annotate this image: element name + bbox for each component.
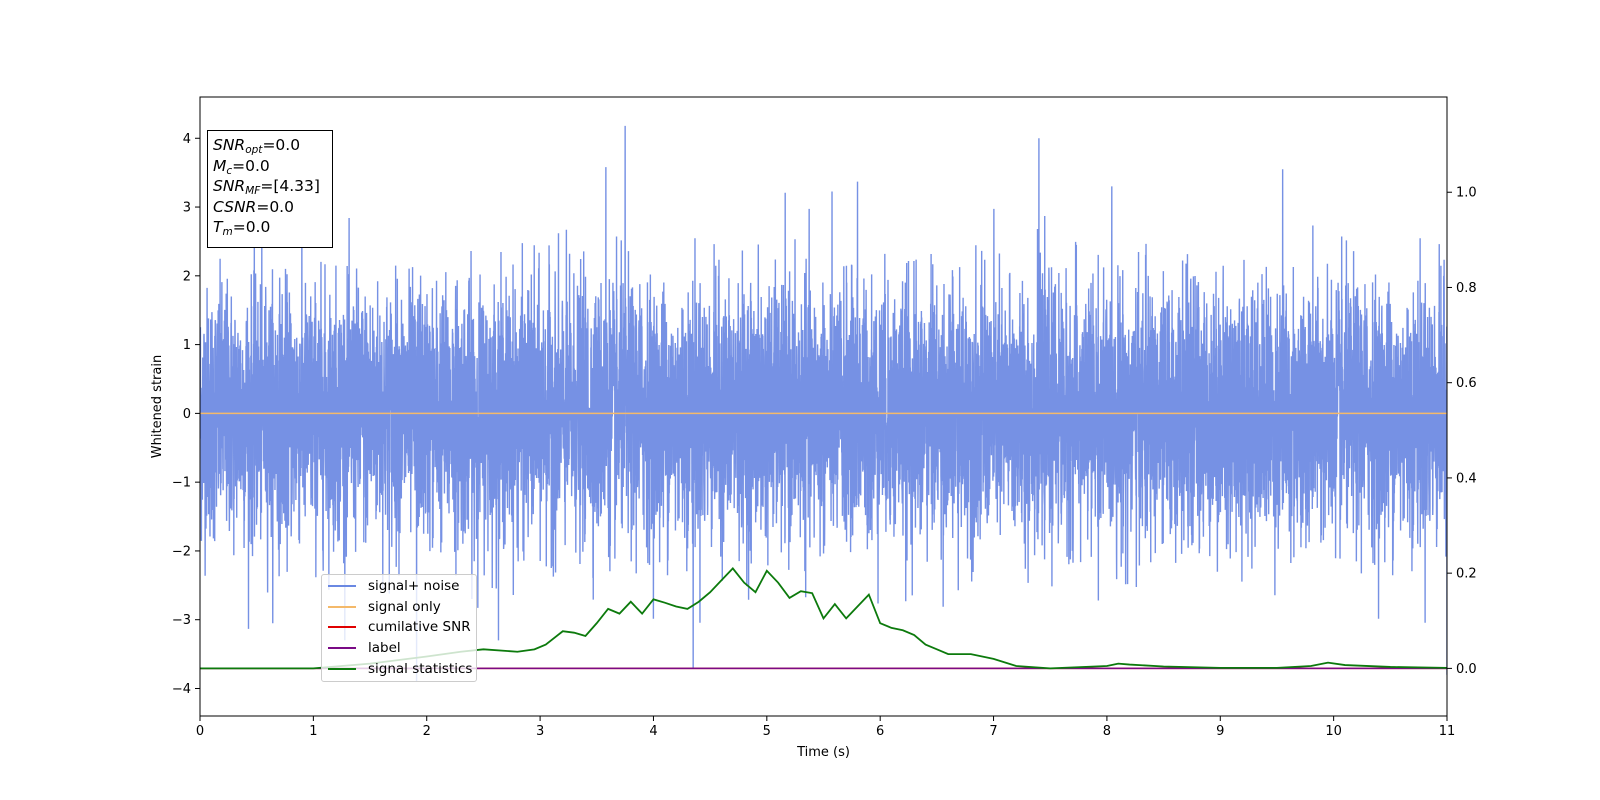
y2-tick-label: 0.8 [1456, 281, 1477, 296]
legend-swatch [328, 626, 356, 629]
snr-opt-row: SNRopt=0.0 [213, 136, 301, 156]
legend-item: signal+ noise [326, 576, 476, 597]
legend-swatch [328, 647, 356, 650]
legend-label: cumilative SNR [368, 619, 471, 636]
x-tick-label: 1 [309, 724, 317, 739]
legend-label: label [368, 640, 401, 657]
y2-tick-label: 0.2 [1456, 567, 1477, 582]
x-tick-label: 2 [423, 724, 431, 739]
y2-tick-label: 0.4 [1456, 471, 1477, 486]
y-axis-ticks: −4 −3 −2 −1 0 1 2 3 4 [172, 132, 200, 697]
y-axis-label: Whitened strain [150, 355, 165, 458]
y-tick-label: 0 [183, 407, 191, 422]
legend: signal+ noise signal only cumilative SNR… [321, 574, 477, 682]
signal-statistics-line [200, 567, 1447, 670]
y-tick-label: −4 [172, 682, 191, 697]
legend-swatch [328, 667, 356, 670]
signal-noise-line [200, 125, 1447, 682]
y2-tick-label: 0.0 [1456, 662, 1477, 677]
y2-tick-label: 0.6 [1456, 376, 1477, 391]
legend-label: signal only [368, 598, 441, 615]
y-tick-label: 1 [183, 338, 191, 353]
x-tick-label: 7 [989, 724, 997, 739]
x-tick-label: 8 [1103, 724, 1111, 739]
y-tick-label: −1 [172, 476, 191, 491]
x-axis-label: Time (s) [796, 745, 850, 760]
mc-row: Mc=0.0 [213, 156, 270, 177]
legend-swatch [328, 585, 356, 588]
legend-item: signal only [326, 597, 476, 618]
y2-tick-label: 1.0 [1456, 186, 1477, 201]
x-tick-label: 11 [1439, 724, 1456, 739]
y-tick-label: −3 [172, 613, 191, 628]
y2-axis-ticks: 0.0 0.2 0.4 0.6 0.8 1.0 [1447, 186, 1477, 677]
legend-item: signal statistics [326, 658, 476, 679]
y-tick-label: −2 [172, 544, 191, 559]
legend-label: signal+ noise [368, 578, 460, 595]
info-box: SNRopt=0.0 Mc=0.0 SNRMF=[4.33] CSNR=0.0 … [207, 130, 333, 248]
x-tick-label: 6 [876, 724, 884, 739]
legend-label: signal statistics [368, 660, 473, 677]
y-tick-label: 4 [183, 132, 191, 147]
x-tick-label: 4 [649, 724, 657, 739]
x-tick-label: 3 [536, 724, 544, 739]
plot-frame [199, 96, 1448, 717]
x-tick-label: 10 [1325, 724, 1342, 739]
legend-item: label [326, 638, 476, 659]
y-tick-label: 3 [183, 201, 191, 216]
csnr-row: CSNR=0.0 [213, 197, 294, 216]
y-tick-label: 2 [183, 269, 191, 284]
legend-swatch [328, 605, 356, 608]
x-axis-ticks: 0 1 2 3 4 5 6 7 8 9 10 11 [196, 716, 1455, 739]
x-tick-label: 0 [196, 724, 204, 739]
snr-mf-row: SNRMF=[4.33] [213, 177, 320, 197]
signal-noise-series [200, 125, 1447, 682]
x-tick-label: 5 [763, 724, 771, 739]
tm-row: Tm=0.0 [213, 218, 271, 238]
legend-item: cumilative SNR [326, 617, 476, 638]
x-tick-label: 9 [1216, 724, 1224, 739]
